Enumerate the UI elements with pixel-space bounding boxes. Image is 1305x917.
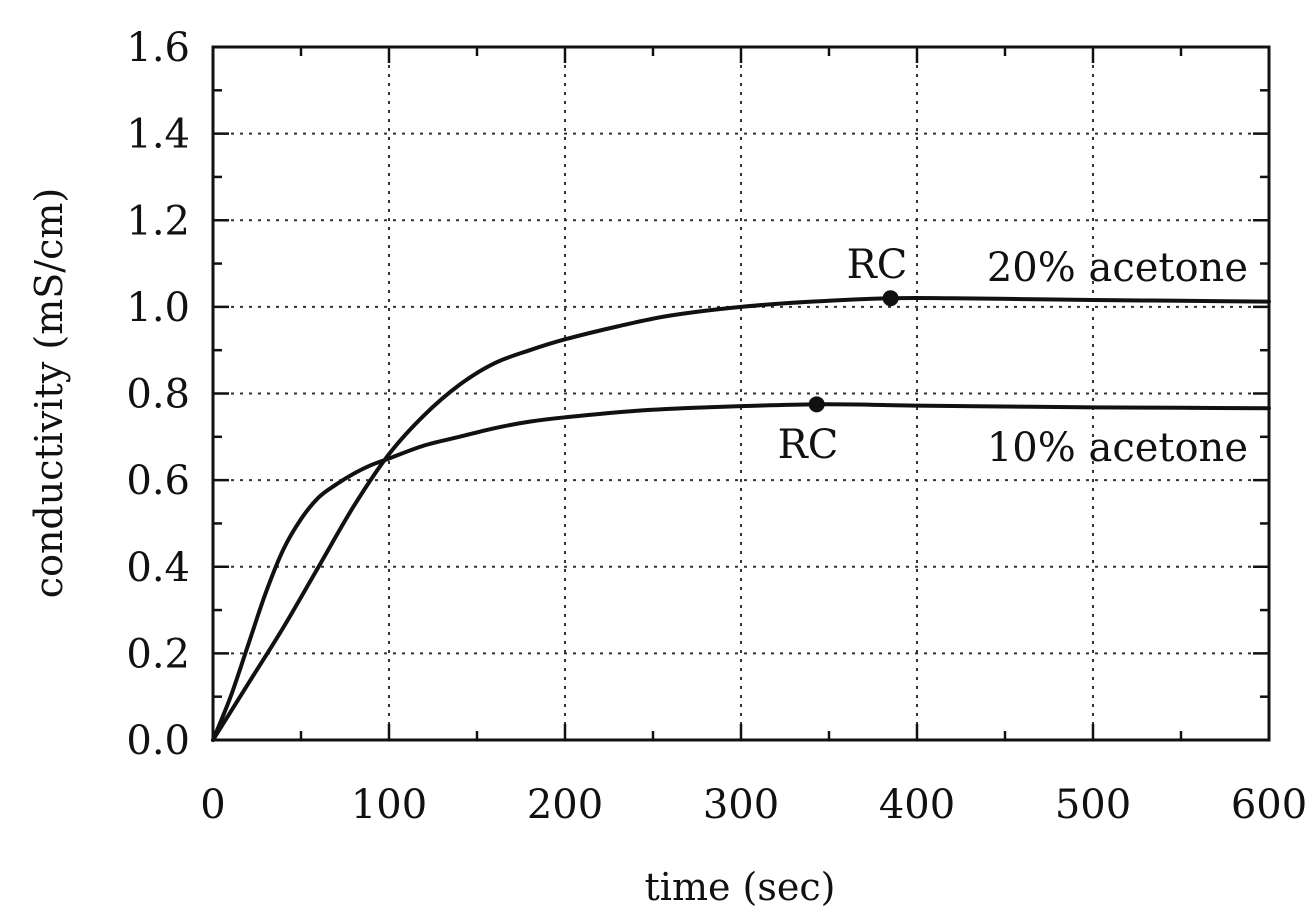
y-tick-label: 0.2 — [126, 631, 190, 677]
rc-marker-20 — [882, 290, 899, 307]
x-tick-labels: 0 100 200 300 400 500 600 — [200, 782, 1305, 828]
y-tick-label: 0.8 — [126, 372, 190, 418]
y-tick-label: 1.2 — [126, 198, 190, 244]
y-tick-label: 1.6 — [126, 25, 190, 71]
rc-label-20: RC — [847, 242, 908, 288]
y-tick-labels: 0.0 0.2 0.4 0.6 0.8 1.0 1.2 1.4 1.6 — [126, 25, 190, 764]
series-line-10-acetone — [211, 402, 1271, 742]
series-label-10-acetone: 10% acetone — [987, 425, 1248, 471]
rc-marker-10 — [808, 396, 825, 413]
axis-ticks — [211, 45, 1271, 742]
x-tick-label: 100 — [351, 782, 427, 828]
x-tick-label: 500 — [1055, 782, 1131, 828]
x-tick-label: 400 — [879, 782, 955, 828]
x-tick-label: 200 — [527, 782, 603, 828]
y-tick-label: 0.4 — [126, 545, 190, 591]
x-axis-title: time (sec) — [645, 865, 836, 909]
y-tick-label: 1.4 — [126, 112, 190, 158]
series-label-20-acetone: 20% acetone — [987, 245, 1248, 291]
y-axis-title: conductivity (mS/cm) — [27, 188, 71, 598]
y-tick-label: 0.6 — [126, 458, 190, 504]
series-lines — [211, 295, 1271, 742]
x-tick-label: 0 — [200, 782, 225, 828]
plot-frame — [211, 45, 1271, 742]
x-tick-label: 300 — [703, 782, 779, 828]
y-tick-label: 1.0 — [126, 285, 190, 331]
rc-label-10: RC — [778, 422, 839, 468]
rc-markers — [808, 290, 899, 413]
grid-lines — [213, 47, 1269, 740]
x-tick-label: 600 — [1231, 782, 1305, 828]
y-tick-label: 0.0 — [126, 718, 190, 764]
series-line-20-acetone — [211, 295, 1271, 742]
